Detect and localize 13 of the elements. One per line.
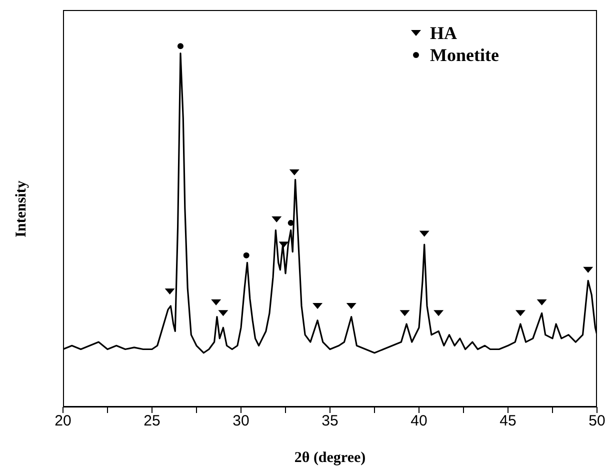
- x-axis-title: 2θ (degree): [294, 450, 366, 467]
- point: [177, 43, 184, 50]
- point: [243, 252, 250, 258]
- x-tick-label: 20: [54, 412, 72, 430]
- x-tick-label: 30: [232, 412, 250, 430]
- x-tick-label: 45: [500, 412, 516, 430]
- legend-label: HA: [430, 22, 457, 44]
- x-tick-label: 35: [322, 412, 338, 430]
- x-tick-label: 40: [410, 412, 428, 430]
- y-axis-title: Intensity: [14, 180, 30, 237]
- legend-label: Monetite: [430, 44, 499, 66]
- x-tick-label: 25: [144, 412, 160, 430]
- x-tick-label: 50: [588, 412, 606, 430]
